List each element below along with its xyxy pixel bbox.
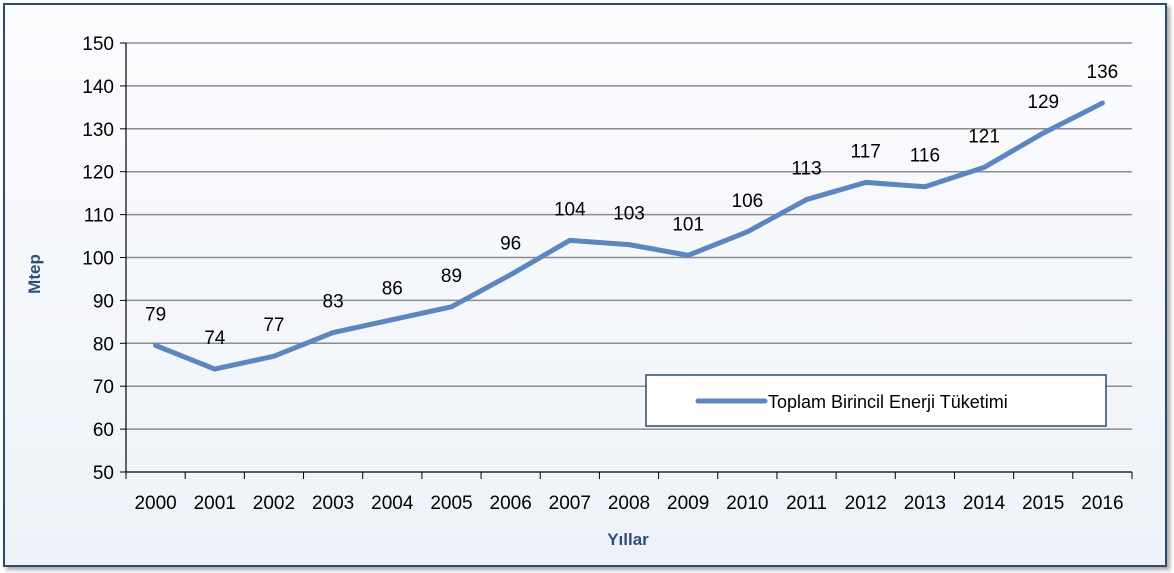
series bbox=[153, 100, 1105, 372]
x-tick-label: 2005 bbox=[430, 493, 472, 514]
x-tick-label: 2006 bbox=[490, 493, 532, 514]
y-tick-label: 130 bbox=[82, 120, 114, 141]
data-label: 79 bbox=[145, 304, 166, 325]
data-label: 116 bbox=[910, 146, 940, 167]
x-tick-label: 2014 bbox=[963, 493, 1006, 514]
x-tick-label: 2011 bbox=[786, 493, 827, 514]
data-label: 106 bbox=[732, 191, 764, 212]
y-tick-label: 50 bbox=[93, 463, 114, 484]
data-label: 136 bbox=[1087, 62, 1119, 83]
data-label: 103 bbox=[613, 204, 645, 225]
x-tick-label: 2015 bbox=[1022, 493, 1064, 514]
legend: Toplam Birincil Enerji Tüketimi bbox=[645, 374, 1107, 427]
y-tick-label: 140 bbox=[82, 77, 114, 98]
data-label: 89 bbox=[441, 266, 462, 287]
data-label: 101 bbox=[672, 214, 704, 235]
data-label: 77 bbox=[263, 315, 284, 336]
x-tick-label: 2009 bbox=[667, 493, 709, 514]
y-tick-label: 80 bbox=[93, 334, 114, 355]
data-label: 86 bbox=[382, 279, 403, 300]
data-label: 74 bbox=[204, 328, 226, 349]
x-tick-label: 2000 bbox=[134, 493, 176, 514]
y-tick-label: 100 bbox=[82, 249, 114, 270]
data-label: 129 bbox=[1027, 92, 1059, 113]
axes bbox=[125, 43, 1132, 473]
y-tick-label: 150 bbox=[82, 34, 114, 55]
x-tick-label: 2012 bbox=[845, 493, 887, 514]
data-label: 121 bbox=[968, 126, 1000, 147]
x-tick-label: 2008 bbox=[608, 493, 650, 514]
data-label: 83 bbox=[323, 292, 344, 313]
x-tick-label: 2004 bbox=[371, 493, 414, 514]
x-tick-label: 2010 bbox=[726, 493, 768, 514]
data-labels: 79 74 77 83 86 89 96 104 103 101 106 113 117 116 121 12… bbox=[145, 62, 1118, 349]
data-label: 113 bbox=[791, 159, 821, 180]
y-tick-label: 120 bbox=[82, 163, 114, 184]
x-tick-label: 2002 bbox=[253, 493, 295, 514]
x-tick-label: 2013 bbox=[904, 493, 946, 514]
chart-frame bbox=[3, 3, 1167, 567]
x-axis-title: Yıllar bbox=[607, 530, 649, 549]
data-label: 117 bbox=[851, 141, 881, 162]
y-tick-label: 70 bbox=[93, 377, 114, 398]
gridlines bbox=[126, 42, 1132, 430]
data-label: 96 bbox=[500, 234, 521, 255]
x-tick-label: 2003 bbox=[312, 493, 354, 514]
y-axis-title: Mtep bbox=[25, 254, 44, 294]
x-tick-label: 2001 bbox=[194, 493, 236, 514]
x-tick-label: 2016 bbox=[1081, 493, 1123, 514]
legend-label: Toplam Birincil Enerji Tüketimi bbox=[768, 392, 1008, 412]
y-tick-label: 60 bbox=[93, 420, 114, 441]
x-axis-ticks: 2000 2001 2002 2003 2004 2005 2006 2007 2008 2009… bbox=[125, 472, 1133, 514]
data-label: 104 bbox=[554, 199, 586, 220]
y-tick-label: 90 bbox=[93, 291, 114, 312]
y-tick-label: 110 bbox=[84, 206, 114, 227]
y-axis-ticks: 50 60 70 80 90 100 110 120 130 140 150 bbox=[82, 34, 126, 484]
x-tick-label: 2007 bbox=[549, 493, 591, 514]
series-line bbox=[153, 100, 1105, 372]
